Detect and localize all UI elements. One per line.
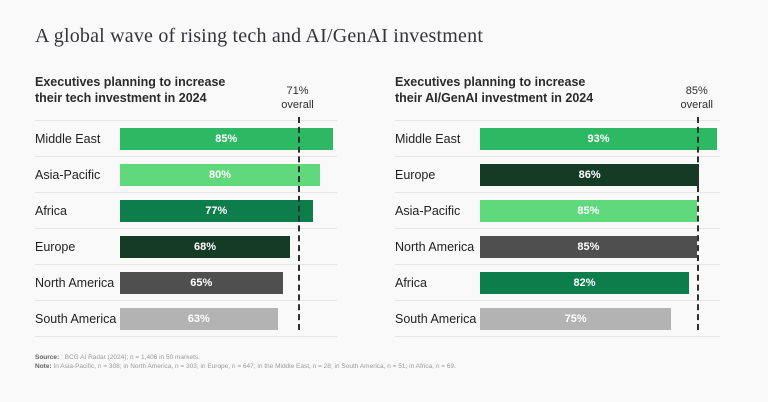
bar-value-label: 85% <box>577 204 600 217</box>
overall-dashed-line <box>297 117 300 330</box>
bar: 80% <box>120 163 320 186</box>
chart-row: Europe 86% <box>395 156 720 192</box>
page-title: A global wave of rising tech and AI/GenA… <box>35 25 484 47</box>
bar-value-label: 85% <box>577 240 600 253</box>
category-label: Europe <box>35 239 76 254</box>
chart-row: South America 63% <box>35 300 337 336</box>
category-label: Middle East <box>35 131 101 146</box>
overall-dashed-line <box>696 117 699 330</box>
tech-investment-chart: Executives planning to increase their te… <box>35 72 370 342</box>
chart-subtitle-line1: Executives planning to increase <box>35 75 226 89</box>
bar-value-label: 68% <box>193 240 217 253</box>
chart-row: North America 65% <box>35 264 337 300</box>
category-label: North America <box>395 239 475 254</box>
note-text: In Asia-Pacific, n = 308; in North Ameri… <box>51 363 456 370</box>
chart-row: Asia-Pacific 80% <box>35 156 337 192</box>
bar-value-label: 65% <box>190 276 213 289</box>
chart-row: Europe 68% <box>35 228 337 264</box>
chart-subtitle-line1: Executives planning to increase <box>395 75 586 89</box>
category-label: Middle East <box>395 131 461 146</box>
chart-row: South America 75% <box>395 300 720 336</box>
chart-row: Asia-Pacific 85% <box>395 192 720 228</box>
category-label: North America <box>35 275 115 290</box>
overall-average-label: 85% overall <box>681 85 713 112</box>
category-label: Asia-Pacific <box>395 203 461 218</box>
chart-subtitle-line2: their AI/GenAI investment in 2024 <box>395 91 594 105</box>
chart-row: Middle East 93% <box>395 120 720 156</box>
bar-rows: Middle East 93% Europe 86% Asia-Pacific 85% No… <box>395 120 720 337</box>
bar: 85% <box>120 127 333 150</box>
chart-row: Africa 82% <box>395 264 720 300</box>
note-line: Note: In Asia-Pacific, n = 308; in North… <box>35 362 735 371</box>
category-label: Africa <box>395 275 427 290</box>
category-label: South America <box>395 311 477 326</box>
category-label: Africa <box>35 203 67 218</box>
bar-value-label: 77% <box>205 204 228 217</box>
bar: 86% <box>480 163 700 186</box>
bar: 85% <box>480 235 697 258</box>
category-label: South America <box>35 311 117 326</box>
overall-word: overall <box>281 98 314 111</box>
bar: 77% <box>120 199 313 222</box>
bar-value-label: 85% <box>215 132 238 145</box>
bar-value-label: 63% <box>187 312 210 325</box>
overall-percent: 85% <box>685 85 708 97</box>
chart-row: North America 85% <box>395 228 720 264</box>
ai-genai-investment-chart: Executives planning to increase their AI… <box>395 72 735 342</box>
chart-subtitle-ai: Executives planning to increase their AI… <box>395 74 593 106</box>
chart-subtitle-tech: Executives planning to increase their te… <box>35 74 225 106</box>
category-label: Asia-Pacific <box>35 167 101 182</box>
source-label: Source: <box>35 354 60 361</box>
bar-value-label: 93% <box>587 132 610 145</box>
bar: 68% <box>120 235 290 258</box>
bar: 65% <box>120 271 283 294</box>
bar-rows: Middle East 85% Asia-Pacific 80% Africa 77% Eu… <box>35 120 337 337</box>
bar-value-label: 86% <box>578 168 601 181</box>
overall-percent: 71% <box>286 85 309 97</box>
bar: 75% <box>480 307 672 330</box>
overall-average-label: 71% overall <box>281 85 313 112</box>
bar-value-label: 82% <box>573 276 596 289</box>
overall-word: overall <box>680 98 713 111</box>
chart-row: Africa 77% <box>35 192 337 228</box>
bar-value-label: 75% <box>564 312 587 325</box>
bar: 63% <box>120 307 278 330</box>
source-line: Source: : BCG AI Radar (2024); n = 1,406… <box>35 353 735 362</box>
bar-value-label: 80% <box>208 168 232 181</box>
category-label: Europe <box>395 167 436 182</box>
chart-row: Middle East 85% <box>35 120 337 156</box>
note-label: Note: <box>35 363 52 370</box>
footnote: Source: : BCG AI Radar (2024); n = 1,406… <box>35 353 735 371</box>
bar: 82% <box>480 271 690 294</box>
chart-subtitle-line2: their tech investment in 2024 <box>35 91 207 105</box>
bar: 85% <box>480 199 697 222</box>
source-text: : BCG AI Radar (2024); n = 1,406 in 50 m… <box>59 354 200 361</box>
bar: 93% <box>480 127 718 150</box>
